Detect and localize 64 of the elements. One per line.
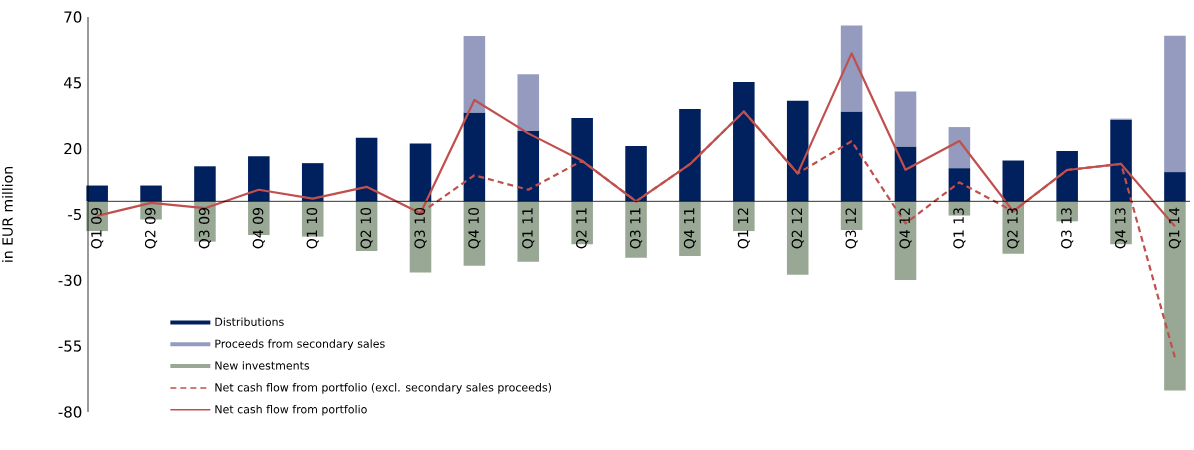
- bar: [733, 82, 755, 202]
- legend-label: Distributions: [215, 317, 284, 326]
- bar: [1164, 201, 1186, 391]
- x-tick-label: Q3 09: [198, 208, 212, 249]
- x-tick-label: Q2 12: [791, 208, 804, 249]
- bar: [409, 143, 432, 202]
- x-tick-label: Q1 11: [522, 208, 535, 249]
- bar: [679, 201, 701, 257]
- y-tick-label: -55: [58, 340, 82, 352]
- x-tick-label: Q2 13: [1007, 208, 1020, 249]
- x-tick-label: Q1 10: [306, 207, 319, 249]
- bar: [1002, 160, 1025, 202]
- bar: [1164, 35, 1186, 173]
- bar: [194, 166, 216, 202]
- bar: [625, 146, 647, 202]
- y-tick-label: -30: [58, 274, 82, 287]
- bar: [571, 118, 593, 202]
- legend-label: Net cash flow from portfolio: [215, 404, 367, 416]
- bar: [679, 108, 701, 202]
- bar: [1164, 172, 1186, 202]
- x-tick-label: Q3 11: [629, 208, 643, 249]
- y-axis-title: in EUR million: [2, 167, 13, 262]
- legend-label: Proceeds from secondary sales: [215, 339, 385, 350]
- bar: [301, 163, 324, 202]
- x-tick-label: Q3 10: [414, 207, 427, 249]
- bar: [894, 91, 917, 147]
- bar: [463, 112, 486, 202]
- bar: [517, 201, 540, 262]
- x-tick-label: Q4 09: [252, 208, 265, 249]
- x-tick-label: Q2 09: [144, 208, 158, 249]
- x-tick-label: Q4 10: [468, 207, 481, 249]
- bar: [840, 111, 863, 202]
- bar: [786, 100, 809, 202]
- bar: [1110, 119, 1132, 202]
- bar: [463, 35, 486, 113]
- x-tick-label: Q1 14: [1168, 207, 1182, 249]
- legend-label: New investments: [215, 361, 310, 370]
- x-tick-label: Q1 13: [953, 208, 966, 249]
- bar: [840, 25, 863, 112]
- x-tick-label: Q3 12: [845, 208, 858, 249]
- x-tick-label: Q2 10: [360, 207, 373, 249]
- y-tick-label: -80: [58, 406, 82, 418]
- bar: [140, 185, 162, 202]
- bar: [248, 156, 270, 202]
- bar: [733, 201, 755, 232]
- bar: [355, 137, 378, 202]
- y-tick-label: -5: [68, 208, 82, 221]
- bar: [1056, 151, 1078, 202]
- x-tick-label: Q4 12: [899, 208, 912, 249]
- y-tick-label: 45: [63, 77, 82, 89]
- x-tick-label: Q1 12: [737, 208, 750, 249]
- bar: [948, 127, 971, 169]
- x-tick-label: Q1 09: [91, 208, 104, 249]
- bar: [517, 74, 540, 132]
- legend-label: Net cash flow from portfolio (excl. secondary sales proceeds): [215, 383, 552, 394]
- x-tick-label: Q3 13: [1061, 208, 1074, 249]
- bar: [517, 131, 540, 202]
- x-tick-label: Q4 11: [683, 208, 697, 249]
- x-tick-label: Q4 13: [1114, 208, 1128, 249]
- y-tick-label: 20: [64, 142, 82, 155]
- y-tick-label: 70: [64, 11, 82, 23]
- bar: [948, 168, 971, 202]
- bar: [625, 201, 647, 258]
- x-tick-label: Q2 11: [576, 208, 589, 249]
